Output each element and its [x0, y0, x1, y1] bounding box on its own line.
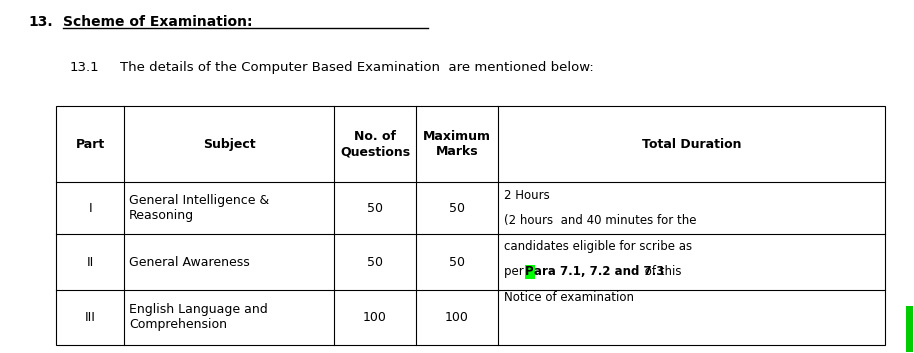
Text: General Intelligence &
Reasoning: General Intelligence & Reasoning — [129, 194, 270, 222]
Text: III: III — [85, 311, 96, 324]
Text: P: P — [526, 265, 534, 279]
Text: No. of
Questions: No. of Questions — [340, 130, 410, 158]
Text: 50: 50 — [449, 256, 465, 269]
Text: 13.: 13. — [28, 16, 53, 29]
Text: Maximum
Marks: Maximum Marks — [423, 130, 491, 158]
Text: The details of the Computer Based Examination  are mentioned below:: The details of the Computer Based Examin… — [120, 61, 593, 74]
Text: 100: 100 — [363, 311, 387, 324]
Text: 50: 50 — [367, 256, 383, 269]
Text: 13.1: 13.1 — [69, 61, 100, 74]
Text: 50: 50 — [367, 202, 383, 215]
Text: General Awareness: General Awareness — [129, 256, 250, 269]
Text: ara 7.1, 7.2 and 7.3: ara 7.1, 7.2 and 7.3 — [534, 265, 664, 279]
Text: English Language and
Comprehension: English Language and Comprehension — [129, 304, 268, 331]
Text: 2 Hours: 2 Hours — [505, 189, 550, 202]
Text: of this: of this — [641, 265, 682, 279]
Text: (2 hours  and 40 minutes for the: (2 hours and 40 minutes for the — [505, 214, 696, 227]
Text: 50: 50 — [449, 202, 465, 215]
Text: Total Duration: Total Duration — [642, 138, 741, 151]
Text: Part: Part — [76, 138, 105, 151]
Text: Scheme of Examination:: Scheme of Examination: — [63, 16, 253, 29]
Text: candidates eligible for scribe as: candidates eligible for scribe as — [505, 240, 693, 253]
Text: Notice of examination: Notice of examination — [505, 291, 634, 304]
Text: Subject: Subject — [203, 138, 256, 151]
Text: per: per — [505, 265, 528, 279]
Text: I: I — [89, 202, 92, 215]
Bar — [907, 306, 912, 352]
Text: 100: 100 — [445, 311, 469, 324]
Text: II: II — [87, 256, 94, 269]
